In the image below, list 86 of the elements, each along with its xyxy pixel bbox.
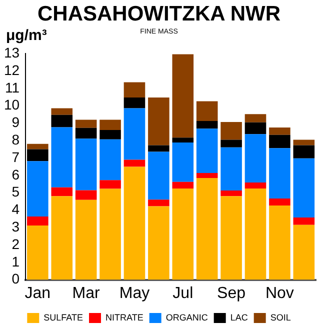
bar xyxy=(293,140,315,146)
bar xyxy=(293,158,315,218)
bar xyxy=(196,128,218,173)
y-tick-label: 0 xyxy=(12,270,20,287)
y-tick-label: 6 xyxy=(12,166,20,182)
x-tick-label: May xyxy=(119,284,150,302)
bar xyxy=(100,180,121,189)
bar xyxy=(220,140,242,148)
legend-label: SULFATE xyxy=(44,312,84,322)
bar xyxy=(124,97,146,108)
y-tick-label: 4 xyxy=(12,201,20,218)
bar xyxy=(100,139,121,180)
y-tick-label: 1 xyxy=(12,253,20,270)
bar xyxy=(196,178,218,280)
bar xyxy=(27,161,48,216)
bar xyxy=(244,182,266,188)
y-tick-label: 9 xyxy=(12,114,20,130)
bar xyxy=(172,142,194,182)
bar xyxy=(196,101,218,121)
y-tick-label: 13 xyxy=(4,44,20,60)
bar xyxy=(196,172,218,178)
legend-label: ORGANIC xyxy=(166,312,208,322)
bar xyxy=(172,188,194,280)
bar xyxy=(269,206,290,280)
legend-label: SOIL xyxy=(270,312,291,322)
bar xyxy=(100,120,121,130)
bar xyxy=(220,190,242,196)
bar xyxy=(100,130,121,140)
bar xyxy=(75,120,97,128)
bar xyxy=(27,226,48,280)
y-axis-title: μg/m³ xyxy=(6,27,47,44)
x-tick-label: Jan xyxy=(24,284,51,302)
bar xyxy=(51,127,73,188)
y-tick-label: 2 xyxy=(12,236,20,252)
x-tick-label: Mar xyxy=(72,284,101,302)
bar xyxy=(172,138,194,143)
bar xyxy=(148,152,170,200)
bar xyxy=(293,218,315,225)
bar xyxy=(293,145,315,158)
bar xyxy=(220,122,242,140)
bar xyxy=(51,196,73,280)
bar xyxy=(148,206,170,280)
chart-title: CHASAHOWITZKA NWR xyxy=(37,2,281,26)
bar xyxy=(75,190,97,200)
bar xyxy=(244,122,266,134)
y-tick-label: 5 xyxy=(12,184,20,200)
x-tick-label: Jul xyxy=(172,284,194,302)
bar xyxy=(172,54,194,138)
bar xyxy=(244,114,266,122)
bar xyxy=(124,166,146,280)
bar xyxy=(124,160,146,167)
y-tick-label: 7 xyxy=(12,148,20,165)
bar xyxy=(75,128,97,139)
bar xyxy=(244,134,266,183)
legend-label: NITRATE xyxy=(105,312,144,322)
bar xyxy=(269,128,290,135)
bar xyxy=(293,224,315,280)
bar xyxy=(269,198,290,206)
bar xyxy=(148,200,170,206)
bar xyxy=(220,147,242,191)
bar xyxy=(148,97,170,146)
bar xyxy=(75,200,97,280)
y-tick-label: 11 xyxy=(5,79,20,96)
bar xyxy=(51,114,73,128)
bar xyxy=(100,188,121,280)
y-tick-label: 10 xyxy=(4,96,20,113)
bar xyxy=(75,138,97,190)
bar xyxy=(148,145,170,152)
y-tick-label: 3 xyxy=(12,218,20,234)
bar xyxy=(51,108,73,115)
y-tick-label: 12 xyxy=(4,62,20,78)
y-tick-label: 8 xyxy=(12,131,20,148)
bar xyxy=(27,216,48,226)
bar xyxy=(196,120,218,129)
bar xyxy=(27,144,48,150)
bar xyxy=(51,187,73,196)
legend-label: LAC xyxy=(230,312,248,322)
bar xyxy=(172,182,194,188)
x-tick-label: Sep xyxy=(217,284,246,302)
bar xyxy=(124,108,146,160)
bar xyxy=(269,134,290,148)
bar xyxy=(220,196,242,280)
bar xyxy=(269,148,290,199)
bar xyxy=(244,188,266,280)
x-tick-label: Nov xyxy=(265,284,294,302)
bar xyxy=(124,82,146,98)
